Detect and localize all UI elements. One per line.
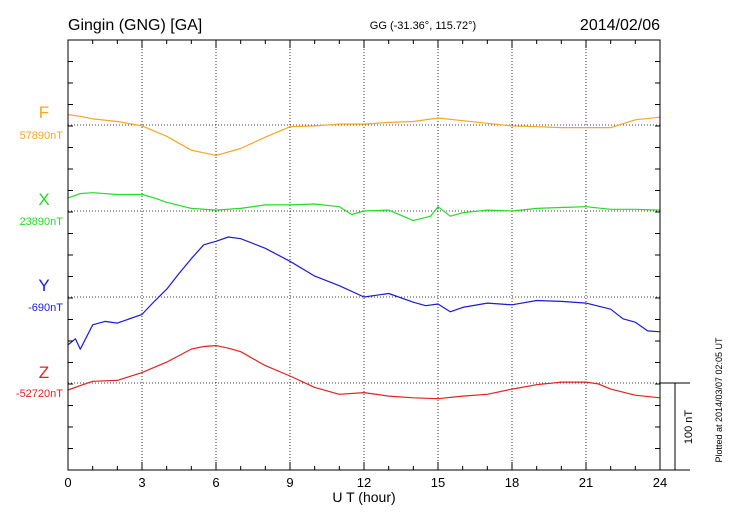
series-line-y — [67, 236, 661, 350]
x-tick-label-6: 6 — [212, 475, 219, 490]
series-line-z — [67, 345, 661, 400]
series-baseline-value-f: 57890nT — [20, 130, 64, 142]
x-tick-label-21: 21 — [579, 475, 593, 490]
x-axis-label: U T (hour) — [332, 489, 395, 505]
x-tick-label-18: 18 — [505, 475, 519, 490]
series-labels: F 57890nT X 23890nT Y -690nT Z -52720nT — [16, 103, 63, 400]
station-coords: GG (-31.36°, 115.72°) — [370, 20, 476, 32]
x-tick-label-15: 15 — [431, 475, 445, 490]
x-tick-label-3: 3 — [138, 475, 145, 490]
station-title: Gingin (GNG) [GA] — [68, 17, 202, 34]
plotted-timestamp: Plotted at 2014/03/07 02:05 UT — [714, 337, 724, 463]
x-tick-labels: 0 3 6 9 12 15 18 21 24 — [64, 475, 667, 490]
series-name-f: F — [39, 103, 49, 122]
series-name-y: Y — [38, 276, 49, 295]
chart-date: 2014/02/06 — [580, 17, 660, 34]
axis-ticks — [67, 39, 661, 471]
grid-lines — [141, 40, 587, 470]
series-name-x: X — [38, 190, 49, 209]
plot-frame — [67, 39, 661, 471]
series-line-x — [67, 192, 661, 222]
series-lines — [67, 114, 661, 400]
series-name-z: Z — [39, 363, 49, 382]
series-line-f — [67, 114, 661, 156]
x-tick-label-24: 24 — [653, 475, 667, 490]
series-baseline-value-z: -52720nT — [16, 388, 63, 400]
series-baseline-value-x: 23890nT — [20, 216, 64, 228]
scale-bar: 100 nT — [660, 382, 695, 471]
series-baseline-value-y: -690nT — [28, 302, 63, 314]
scale-bar-label: 100 nT — [683, 410, 695, 445]
x-tick-label-0: 0 — [64, 475, 71, 490]
x-tick-label-9: 9 — [286, 475, 293, 490]
x-tick-label-12: 12 — [357, 475, 371, 490]
